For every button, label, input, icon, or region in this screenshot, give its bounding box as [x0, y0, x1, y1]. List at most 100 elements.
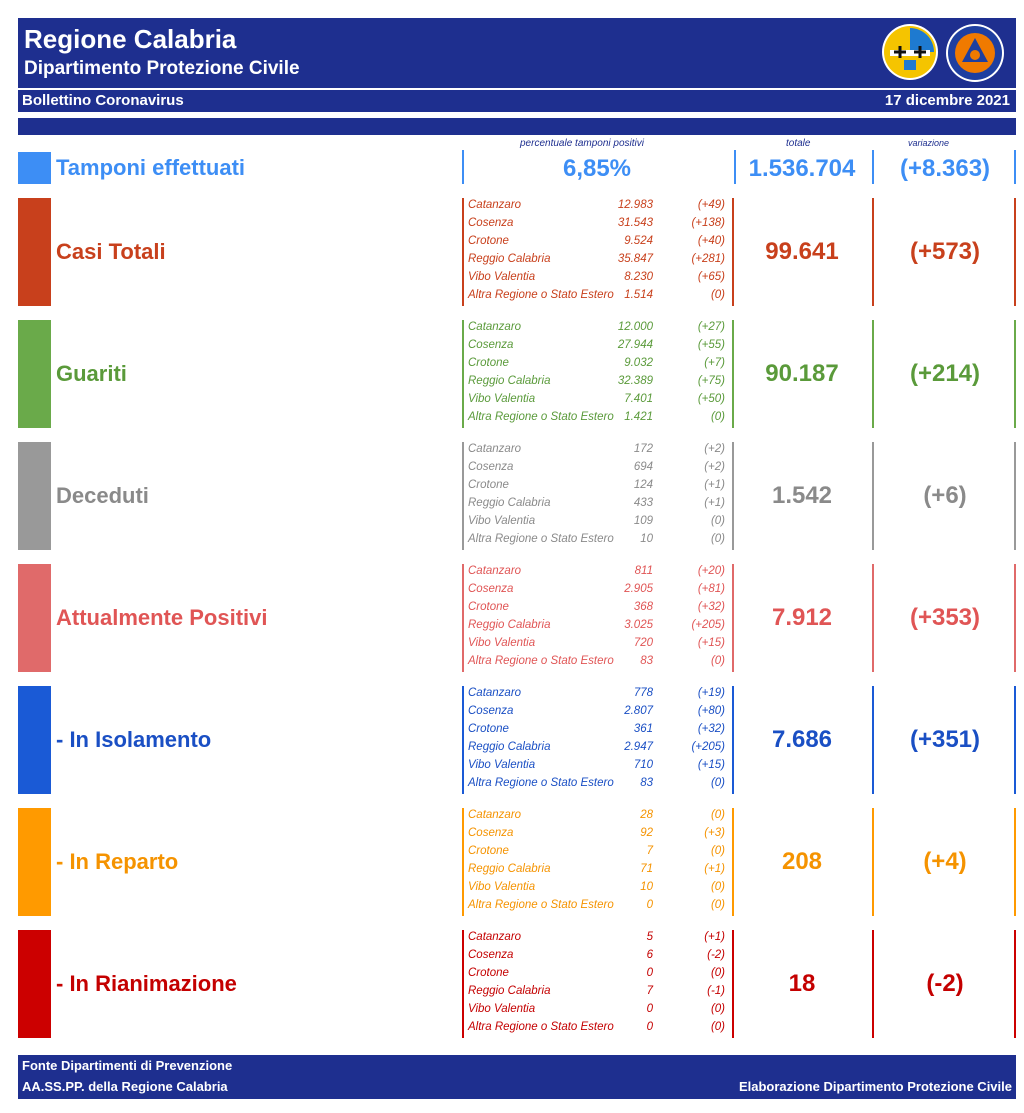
divider [1014, 930, 1016, 1038]
guariti-variation: (+214) [909, 360, 981, 387]
civil-protection-logo-icon [946, 24, 1004, 82]
province-name: Crotone [468, 723, 509, 735]
province-name: Vibo Valentia [468, 515, 536, 527]
footer-credit: Elaborazione Dipartimento Protezione Civ… [738, 1079, 1012, 1094]
province-variation: (0) [710, 809, 725, 821]
divider [872, 442, 874, 550]
province-name: Vibo Valentia [468, 637, 536, 649]
in-reparto-province-breakdown: Catanzaro 28 (0) Cosenza 92 (+3) Crotone 7 (0) Re… [463, 809, 733, 917]
divider [872, 930, 874, 1038]
province-variation: (0) [710, 881, 725, 893]
deceduti-color-bar [18, 442, 51, 550]
province-value: 124 [633, 479, 653, 491]
province-row: Altra Regione o Stato Estero 1.514 (0) [463, 289, 733, 307]
province-row: Cosenza 2.807 (+80) [463, 705, 733, 723]
province-variation: (+7) [704, 357, 725, 369]
province-value: 0 [646, 1003, 653, 1015]
province-value: 83 [640, 655, 653, 667]
province-name: Cosenza [468, 705, 514, 717]
in-rianimazione-variation: (-2) [926, 970, 964, 997]
bulletin-bar: Bollettino Coronavirus 17 dicembre 2021 [18, 90, 1016, 112]
pct-column-header: percentuale tamponi positivi [520, 138, 644, 149]
province-row: Altra Regione o Stato Estero 83 (0) [463, 777, 733, 795]
province-value: 2.807 [624, 705, 653, 717]
attualmente-positivi-variation: (+353) [909, 604, 981, 631]
province-name: Crotone [468, 235, 509, 247]
province-variation: (0) [710, 777, 725, 789]
province-name: Cosenza [468, 217, 514, 229]
attualmente-positivi-color-bar [18, 564, 51, 672]
province-value: 5 [646, 931, 653, 943]
province-name: Reggio Calabria [468, 863, 551, 875]
province-value: 71 [640, 863, 653, 875]
province-name: Catanzaro [468, 931, 522, 943]
province-row: Crotone 0 (0) [463, 967, 733, 985]
province-name: Vibo Valentia [468, 881, 536, 893]
province-value: 433 [633, 497, 653, 509]
divider [872, 564, 874, 672]
province-row: Cosenza 31.543 (+138) [463, 217, 733, 235]
province-row: Cosenza 27.944 (+55) [463, 339, 733, 357]
province-variation: (+65) [697, 271, 725, 283]
in-rianimazione-label: - In Rianimazione [56, 971, 237, 996]
province-name: Altra Regione o Stato Estero [468, 1021, 614, 1033]
province-value: 7.401 [624, 393, 653, 405]
divider [462, 442, 464, 550]
province-name: Cosenza [468, 949, 514, 961]
guariti-label: Guariti [56, 361, 127, 386]
divider [872, 320, 874, 428]
province-row: Reggio Calabria 7 (-1) [463, 985, 733, 1003]
province-value: 109 [633, 515, 653, 527]
province-value: 0 [646, 1021, 653, 1033]
province-row: Cosenza 6 (-2) [463, 949, 733, 967]
province-row: Catanzaro 172 (+2) [463, 443, 733, 461]
province-row: Vibo Valentia 720 (+15) [463, 637, 733, 655]
footer-source-line2: AA.SS.PP. della Regione Calabria [22, 1079, 228, 1094]
province-variation: (+138) [691, 217, 725, 229]
province-variation: (+281) [691, 253, 725, 265]
province-variation: (+1) [704, 497, 725, 509]
guariti-total: 90.187 [765, 360, 839, 387]
province-variation: (+2) [704, 461, 725, 473]
province-name: Vibo Valentia [468, 1003, 536, 1015]
province-name: Altra Regione o Stato Estero [468, 533, 614, 545]
divider [1014, 150, 1016, 184]
province-value: 778 [633, 687, 653, 699]
province-variation: (+2) [704, 443, 725, 455]
province-variation: (0) [710, 411, 725, 423]
province-name: Catanzaro [468, 199, 522, 211]
attualmente-positivi-label: Attualmente Positivi [56, 605, 268, 630]
in-reparto-label: - In Reparto [56, 849, 179, 874]
province-value: 92 [640, 827, 653, 839]
province-variation: (+81) [697, 583, 725, 595]
province-name: Vibo Valentia [468, 759, 536, 771]
casi-totali-province-breakdown: Catanzaro 12.983 (+49) Cosenza 31.543 (+138) C… [463, 199, 733, 307]
divider [732, 808, 734, 916]
deceduti-variation: (+6) [923, 482, 967, 509]
province-variation: (+49) [697, 199, 725, 211]
province-value: 10 [640, 881, 653, 893]
province-value: 1.514 [624, 289, 653, 301]
province-variation: (+32) [697, 601, 725, 613]
province-row: Vibo Valentia 7.401 (+50) [463, 393, 733, 411]
province-name: Altra Regione o Stato Estero [468, 899, 614, 911]
province-value: 10 [640, 533, 653, 545]
province-value: 9.524 [624, 235, 653, 247]
province-name: Altra Regione o Stato Estero [468, 411, 614, 423]
province-row: Crotone 9.524 (+40) [463, 235, 733, 253]
divider [872, 686, 874, 794]
in-reparto-variation: (+4) [923, 848, 967, 875]
province-row: Vibo Valentia 0 (0) [463, 1003, 733, 1021]
divider [732, 198, 734, 306]
province-name: Crotone [468, 479, 509, 491]
province-variation: (0) [710, 845, 725, 857]
deceduti-total: 1.542 [771, 482, 833, 509]
province-row: Catanzaro 12.983 (+49) [463, 199, 733, 217]
divider [462, 198, 464, 306]
province-row: Cosenza 92 (+3) [463, 827, 733, 845]
province-row: Crotone 7 (0) [463, 845, 733, 863]
province-row: Cosenza 2.905 (+81) [463, 583, 733, 601]
province-variation: (0) [710, 1021, 725, 1033]
province-variation: (0) [710, 515, 725, 527]
province-variation: (0) [710, 967, 725, 979]
